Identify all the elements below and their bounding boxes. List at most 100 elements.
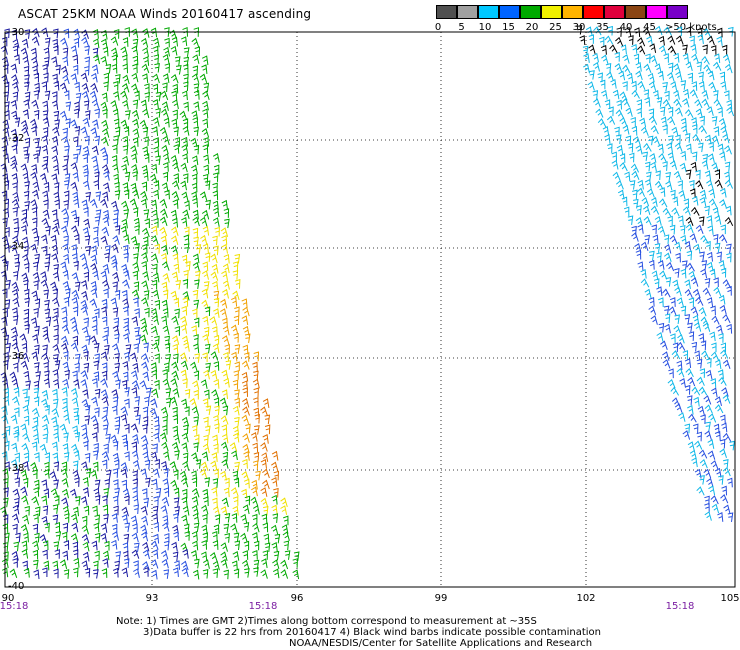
- wind-barb: [72, 54, 79, 65]
- wind-barb: [659, 270, 668, 280]
- wind-barb: [130, 235, 138, 246]
- wind-barb: [172, 217, 178, 228]
- wind-barb: [181, 488, 188, 499]
- wind-barb: [714, 404, 724, 414]
- wind-barb: [193, 370, 200, 381]
- wind-barb: [684, 288, 693, 299]
- wind-barb: [714, 430, 721, 441]
- wind-barb: [706, 215, 713, 225]
- wind-barb: [210, 460, 218, 471]
- wind-barb: [233, 332, 239, 343]
- wind-barb: [173, 487, 180, 498]
- wind-barb: [101, 568, 108, 578]
- wind-barb: [706, 179, 714, 190]
- wind-barb: [605, 63, 612, 73]
- wind-barb: [73, 234, 80, 244]
- wind-barb: [32, 261, 39, 272]
- wind-barb: [114, 560, 120, 571]
- wind-barb: [41, 352, 50, 363]
- wind-barb: [172, 99, 179, 110]
- wind-barb: [233, 532, 240, 543]
- wind-barb: [719, 187, 727, 198]
- wind-barb: [171, 190, 180, 201]
- wind-barb: [203, 136, 209, 147]
- wind-barb: [11, 172, 19, 183]
- wind-barb: [183, 523, 190, 534]
- wind-barb: [684, 358, 692, 368]
- wind-barb: [53, 110, 60, 121]
- wind-barb: [44, 404, 50, 415]
- wind-barb: [20, 486, 28, 497]
- wind-barb: [131, 164, 139, 174]
- wind-barb: [716, 27, 723, 38]
- wind-barb: [154, 353, 160, 364]
- wind-barb: [130, 182, 137, 193]
- wind-barb: [1, 145, 8, 155]
- wind-barb: [20, 469, 28, 480]
- wind-barb: [34, 344, 40, 355]
- wind-barb: [63, 217, 69, 227]
- wind-barb: [657, 143, 664, 154]
- wind-barb: [172, 414, 178, 425]
- wind-barb: [101, 92, 108, 103]
- wind-barb: [714, 179, 723, 189]
- wind-barb: [212, 434, 219, 445]
- wind-barb: [101, 362, 108, 372]
- wind-barb: [617, 189, 625, 200]
- wind-barb: [81, 560, 89, 570]
- wind-barb: [673, 63, 681, 73]
- wind-barb: [664, 90, 670, 101]
- wind-barb: [141, 515, 149, 526]
- colorbar-label: 35: [596, 22, 609, 33]
- wind-barb: [83, 100, 90, 110]
- wind-barb: [719, 71, 725, 82]
- wind-barb: [648, 305, 657, 315]
- wind-barb: [122, 244, 129, 255]
- wind-barb: [81, 533, 90, 544]
- wind-barb: [652, 234, 659, 245]
- wind-barb: [647, 72, 655, 83]
- wind-barb: [645, 53, 651, 64]
- wind-barb: [124, 387, 130, 397]
- wind-barb: [656, 331, 664, 342]
- wind-barb: [698, 216, 705, 227]
- wind-barb: [150, 199, 158, 210]
- wind-barb: [91, 99, 100, 109]
- wind-barb: [161, 549, 169, 560]
- wind-barb: [213, 297, 220, 308]
- wind-barb: [83, 505, 90, 516]
- wind-barb: [21, 548, 29, 559]
- wind-barb: [705, 134, 712, 145]
- wind-barb: [64, 288, 71, 298]
- wind-barb: [191, 477, 198, 487]
- wind-barb: [192, 569, 200, 580]
- wind-barb: [63, 452, 70, 462]
- wind-barb: [193, 89, 200, 100]
- wind-barb: [79, 253, 88, 263]
- wind-barb: [53, 568, 59, 579]
- wind-barb: [100, 38, 108, 49]
- wind-barb: [141, 181, 148, 192]
- wind-barb: [691, 53, 699, 64]
- wind-barb: [115, 379, 121, 390]
- wind-barb: [52, 28, 59, 39]
- wind-barb: [686, 262, 695, 272]
- wind-barb: [695, 108, 703, 119]
- wind-barb: [131, 386, 138, 397]
- wind-barb: [134, 243, 140, 253]
- wind-barb: [139, 334, 148, 345]
- wind-barb: [80, 378, 88, 389]
- wind-barb: [264, 414, 271, 425]
- wind-barb: [92, 505, 98, 516]
- colorbar-label: >50 knots: [665, 22, 717, 33]
- wind-barb: [220, 506, 228, 516]
- wind-barb: [31, 206, 38, 217]
- wind-barb: [234, 416, 240, 427]
- wind-barb: [706, 251, 713, 262]
- wind-barb: [74, 126, 81, 136]
- wind-barb: [203, 434, 209, 445]
- wind-barb: [630, 163, 640, 173]
- wind-barb: [262, 468, 270, 479]
- wind-barb: [140, 524, 148, 535]
- wind-barb: [182, 460, 190, 471]
